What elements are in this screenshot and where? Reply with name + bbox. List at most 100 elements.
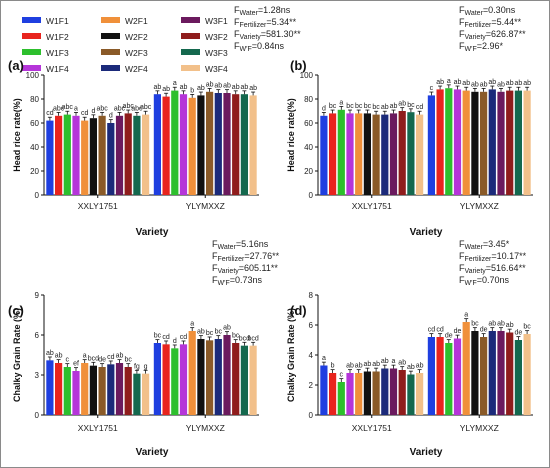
bar [115, 363, 124, 415]
legend-item-w3f4: W3F4 [181, 64, 228, 74]
significance-letter: abc [131, 105, 143, 112]
y-tick-label: 0 [35, 411, 40, 420]
significance-letter: bc [206, 330, 214, 337]
significance-letter: abc [123, 103, 135, 110]
stat-value: =0.73ns [230, 275, 263, 285]
bar [240, 345, 248, 415]
stat-subscript: Fertilizer [218, 256, 246, 263]
significance-letter: cd [107, 354, 115, 361]
bar [381, 368, 389, 415]
significance-letter: ab [162, 86, 170, 93]
bar [363, 113, 371, 195]
significance-letter: a [83, 353, 87, 360]
y-tick-label: 20 [304, 167, 313, 176]
stat-value: =10.17** [491, 251, 526, 261]
significance-letter: bcd [239, 335, 250, 342]
stat-value: =5.34** [266, 17, 296, 27]
stat-value: =5.44** [491, 17, 521, 27]
significance-letter: ab [206, 81, 214, 88]
significance-letter: ab [55, 353, 63, 360]
significance-letter: a [190, 321, 194, 328]
stat-symbol: F [212, 263, 218, 273]
y-tick-label: 6 [309, 321, 314, 330]
panel-c: (c)FWater=5.16nsFFertilizer=27.76**FVari… [8, 239, 280, 458]
anova-stat-line: FFertilizer=5.44** [459, 17, 522, 29]
significance-letter: ab [223, 83, 231, 90]
bar [497, 91, 505, 195]
bar [389, 113, 398, 195]
legend-swatch [101, 33, 120, 39]
legend-label: W3F2 [205, 32, 228, 42]
bar [142, 373, 150, 415]
bar [72, 371, 80, 415]
x-category-label: XXLY1751 [352, 423, 392, 433]
significance-letter: ab [364, 361, 372, 368]
legend-label: W2F2 [125, 32, 148, 42]
significance-letter: ab [372, 361, 380, 368]
bar [63, 114, 71, 195]
anova-stat-line: FFertilizer=27.76** [212, 251, 280, 263]
stat-symbol: F [212, 251, 218, 261]
bar [223, 335, 231, 415]
stat-subscript: Fertilizer [465, 22, 493, 29]
bar [329, 373, 337, 415]
bar [355, 373, 363, 415]
stat-value: =1.28ns [258, 5, 291, 15]
y-tick-label: 40 [304, 143, 313, 152]
significance-letter: bc [523, 324, 531, 331]
significance-letter: de [98, 357, 106, 364]
bar [381, 114, 389, 195]
bar [188, 331, 196, 415]
bar [320, 115, 328, 195]
significance-letter: a [339, 99, 343, 106]
legend-swatch [22, 49, 41, 55]
significance-letter: ab [398, 101, 406, 108]
anova-stat-line: FWater=0.30ns [459, 5, 516, 17]
bar [153, 343, 161, 415]
bar [398, 370, 406, 415]
bar [63, 367, 71, 415]
anova-stats: FWater=1.28nsFFertilizer=5.34**FVariety=… [234, 5, 301, 53]
bar [55, 363, 63, 415]
bar [55, 115, 63, 195]
bar [488, 89, 496, 195]
bar [398, 111, 406, 195]
bar [133, 115, 141, 195]
anova-stat-line: FVariety=516.64** [459, 263, 526, 275]
significance-letter: ab [506, 322, 514, 329]
legend-label: W1F4 [46, 64, 69, 74]
panel-label: (c) [8, 303, 24, 318]
legend-swatch [22, 17, 41, 23]
significance-letter: ab [223, 325, 231, 332]
bar [188, 97, 196, 195]
legend-label: W2F3 [125, 48, 148, 58]
y-tick-label: 60 [30, 119, 39, 128]
stat-value: =0.84ns [252, 41, 285, 51]
legend-swatch [101, 17, 120, 23]
bar [223, 93, 231, 195]
significance-letter: ab [154, 84, 162, 91]
anova-stat-line: FWater=3.45* [459, 239, 510, 251]
significance-letter: c [66, 357, 70, 364]
x-category-label: YLYMXXZ [460, 423, 499, 433]
x-axis-title: Variety [136, 447, 169, 458]
anova-stat-line: FW'F=0.73ns [212, 275, 263, 287]
significance-letter: ab [197, 85, 205, 92]
anova-stat-line: FFertilizer=10.17** [459, 251, 527, 263]
significance-letter: ab [488, 79, 496, 86]
legend-item-w2f3: W2F3 [101, 48, 148, 58]
y-tick-label: 0 [309, 411, 314, 420]
significance-letter: de [454, 328, 462, 335]
y-tick-label: 3 [35, 371, 40, 380]
bar [453, 89, 462, 195]
stat-symbol: F [459, 251, 465, 261]
stat-subscript: W'F [465, 46, 477, 53]
significance-letter: cd [436, 327, 444, 334]
legend-item-w2f2: W2F2 [101, 32, 148, 42]
bar [197, 95, 205, 195]
legend-swatch [181, 33, 200, 39]
bar [337, 382, 345, 415]
significance-letter: b [331, 363, 335, 370]
bar [107, 364, 115, 415]
stat-value: =0.30ns [483, 5, 516, 15]
